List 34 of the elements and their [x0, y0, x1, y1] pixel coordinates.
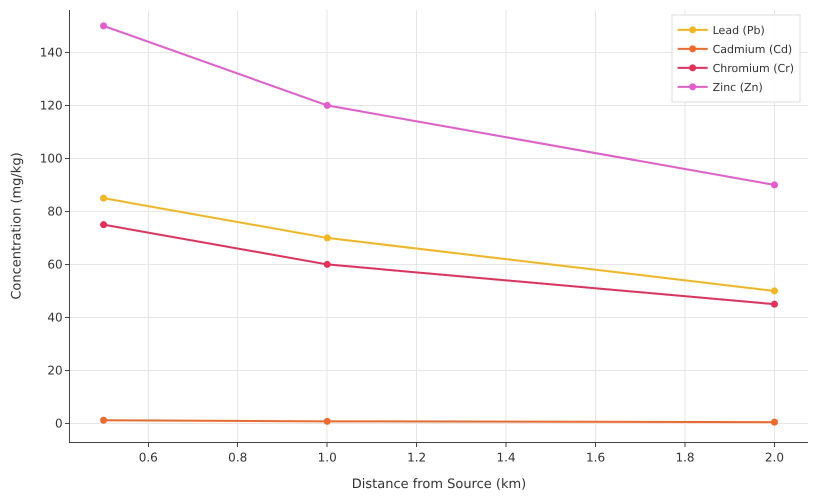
y-tick-label: 20 — [47, 364, 63, 378]
y-tick-label: 80 — [47, 204, 63, 219]
point — [100, 194, 108, 202]
legend-label: Chromium (Cr) — [712, 62, 794, 76]
y-tick-label: 40 — [47, 310, 63, 325]
x-tick-label: 0.8 — [228, 450, 248, 464]
point — [770, 287, 778, 294]
legend-label: Zinc (Zn) — [712, 81, 763, 94]
point — [770, 418, 778, 426]
x-tick-label: 1.2 — [407, 450, 426, 464]
point — [100, 221, 108, 228]
x-tick-label: 1.0 — [318, 450, 337, 464]
y-tick-label: 140 — [40, 46, 63, 60]
x-axis-title: Distance from Source (km) — [352, 477, 526, 492]
x-tick-label: 1.6 — [586, 450, 606, 464]
point — [770, 300, 778, 308]
x-tick-label: 1.8 — [675, 450, 695, 464]
y-tick-label: 100 — [40, 152, 63, 166]
y-tick-label: 0 — [54, 416, 63, 431]
x-tick-label: 2.0 — [764, 450, 784, 464]
y-axis-title: Concentration (mg/kg) — [10, 152, 25, 300]
y-tick-label: 120 — [40, 98, 63, 113]
point — [770, 181, 778, 188]
point — [324, 418, 331, 425]
point — [100, 22, 108, 30]
point — [324, 260, 331, 268]
x-tick-label: 1.4 — [496, 450, 516, 464]
x-tick-label: 0.6 — [138, 450, 158, 464]
point — [100, 416, 108, 424]
legend-label: Cadmium (Cd) — [712, 43, 792, 56]
y-tick-label: 60 — [47, 258, 63, 272]
legend-label: Lead (Pb) — [712, 24, 765, 38]
point — [324, 234, 331, 242]
point — [324, 102, 331, 109]
